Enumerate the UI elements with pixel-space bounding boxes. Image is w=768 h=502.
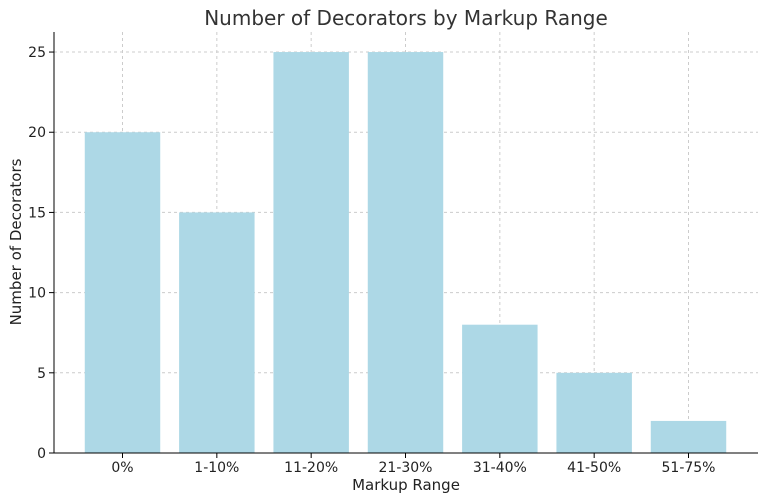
bars-layer — [84, 52, 727, 454]
x-tick-label: 21-30% — [379, 460, 433, 476]
x-axis-label: Markup Range — [352, 476, 460, 494]
bar — [556, 372, 632, 453]
y-axis-label: Number of Decorators — [7, 158, 25, 325]
y-tick-label: 5 — [37, 366, 46, 382]
bar — [367, 52, 444, 454]
chart-title: Number of Decorators by Markup Range — [204, 6, 608, 30]
y-tick-label: 25 — [28, 45, 46, 61]
y-ticks: 0 5 10 15 20 25 — [28, 45, 54, 462]
y-tick-label: 20 — [28, 125, 46, 141]
x-tick-label: 11-20% — [284, 460, 338, 476]
bar — [462, 324, 538, 453]
bar — [179, 212, 255, 453]
y-tick-label: 15 — [28, 205, 46, 221]
y-tick-label: 0 — [37, 446, 46, 462]
x-tick-label: 51-75% — [662, 460, 716, 476]
bar — [650, 420, 727, 453]
x-ticks: 0% 1-10% 11-20% 21-30% 31-40% 41-50% 51-75% — [111, 453, 715, 476]
x-tick-label: 31-40% — [473, 460, 527, 476]
x-tick-label: 41-50% — [567, 460, 621, 476]
x-tick-label: 1-10% — [194, 460, 239, 476]
y-tick-label: 10 — [28, 286, 46, 302]
x-tick-label: 0% — [111, 460, 133, 476]
bar — [84, 132, 161, 453]
bar — [273, 52, 349, 454]
